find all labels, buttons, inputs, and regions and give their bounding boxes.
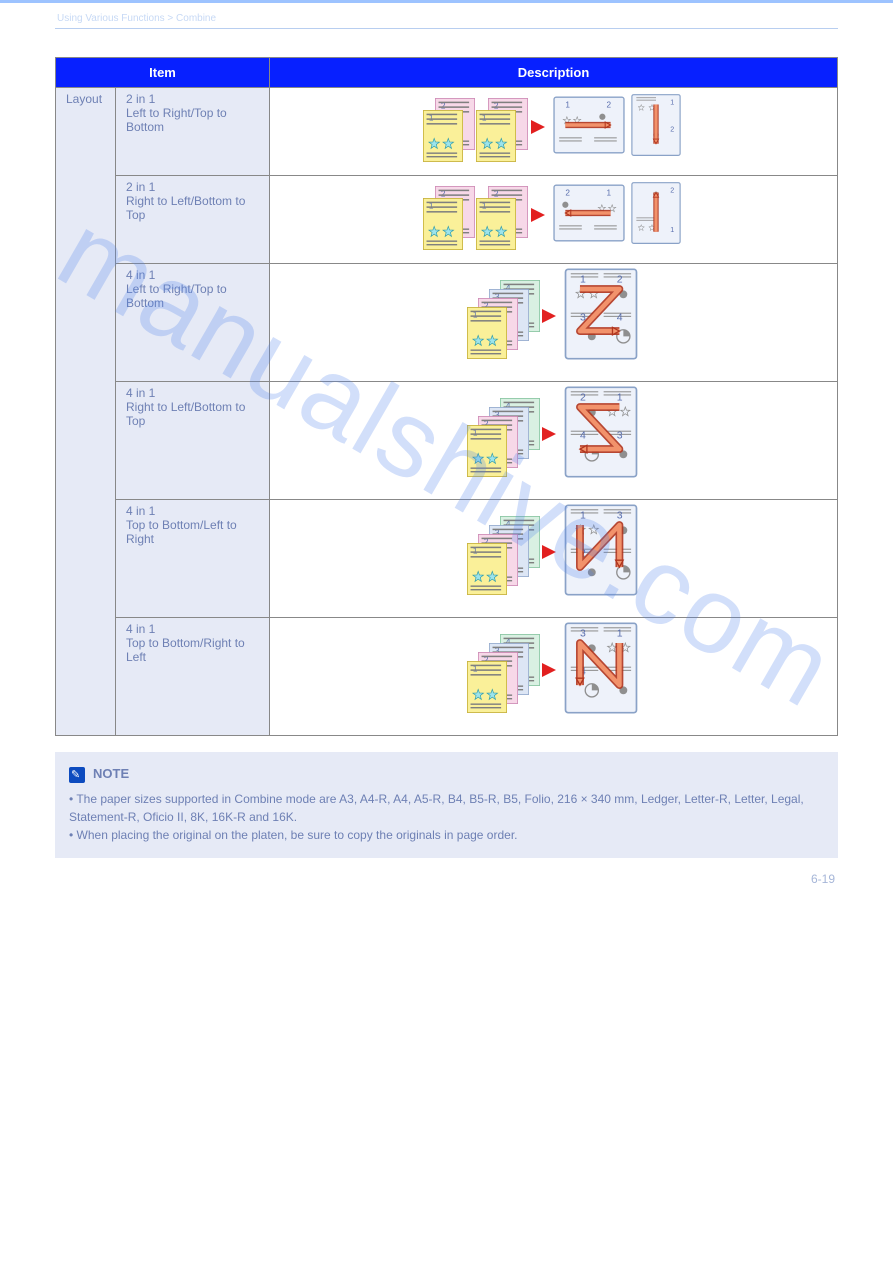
svg-text:2: 2 bbox=[670, 125, 674, 133]
note-box: NOTE • The paper sizes supported in Comb… bbox=[55, 752, 838, 858]
layout-label: 4 in 1Top to Bottom/Left to Right bbox=[116, 500, 270, 618]
divider-top bbox=[55, 28, 838, 29]
svg-text:1: 1 bbox=[616, 391, 622, 403]
svg-text:2: 2 bbox=[607, 101, 612, 110]
note-icon bbox=[69, 767, 85, 783]
svg-text:1: 1 bbox=[607, 189, 612, 198]
layout-label: 4 in 1Top to Bottom/Right to Left bbox=[116, 618, 270, 736]
svg-text:3: 3 bbox=[579, 627, 585, 639]
th-desc: Description bbox=[270, 58, 838, 88]
svg-text:4: 4 bbox=[616, 312, 622, 324]
svg-text:2: 2 bbox=[566, 189, 571, 198]
layout-label: 4 in 1Right to Left/Bottom to Top bbox=[116, 382, 270, 500]
layout-table: Item Description Layout2 in 1Left to Rig… bbox=[55, 57, 838, 736]
svg-text:1: 1 bbox=[670, 98, 674, 106]
svg-text:1: 1 bbox=[579, 273, 585, 285]
note-bullet: • When placing the original on the plate… bbox=[69, 826, 824, 844]
th-item: Item bbox=[56, 58, 270, 88]
layout-label: 2 in 1Left to Right/Top to Bottom bbox=[116, 88, 270, 176]
category-cell: Layout bbox=[56, 88, 116, 736]
breadcrumb: Using Various Functions > Combine bbox=[55, 3, 838, 28]
layout-diagram: 1234 bbox=[270, 264, 838, 382]
layout-diagram: 2 1 4 3 bbox=[270, 382, 838, 500]
layout-diagram: 1324 bbox=[270, 500, 838, 618]
layout-diagram: 3142 bbox=[270, 618, 838, 736]
svg-text:2: 2 bbox=[616, 273, 622, 285]
svg-text:1: 1 bbox=[579, 509, 585, 521]
svg-text:1: 1 bbox=[616, 627, 622, 639]
svg-text:2: 2 bbox=[670, 186, 674, 194]
svg-text:1: 1 bbox=[670, 226, 674, 234]
svg-text:4: 4 bbox=[579, 430, 585, 442]
svg-text:2: 2 bbox=[579, 391, 585, 403]
note-title: NOTE bbox=[93, 766, 129, 781]
layout-label: 4 in 1Left to Right/Top to Bottom bbox=[116, 264, 270, 382]
layout-diagram: 1 2 1 2 bbox=[270, 88, 838, 176]
note-bullet: • The paper sizes supported in Combine m… bbox=[69, 790, 824, 826]
svg-text:3: 3 bbox=[616, 430, 622, 442]
layout-diagram: 1 2 1 2 bbox=[270, 176, 838, 264]
layout-label: 2 in 1Right to Left/Bottom to Top bbox=[116, 176, 270, 264]
svg-text:1: 1 bbox=[566, 101, 571, 110]
page-number: 6-19 bbox=[811, 872, 835, 886]
svg-text:3: 3 bbox=[616, 509, 622, 521]
